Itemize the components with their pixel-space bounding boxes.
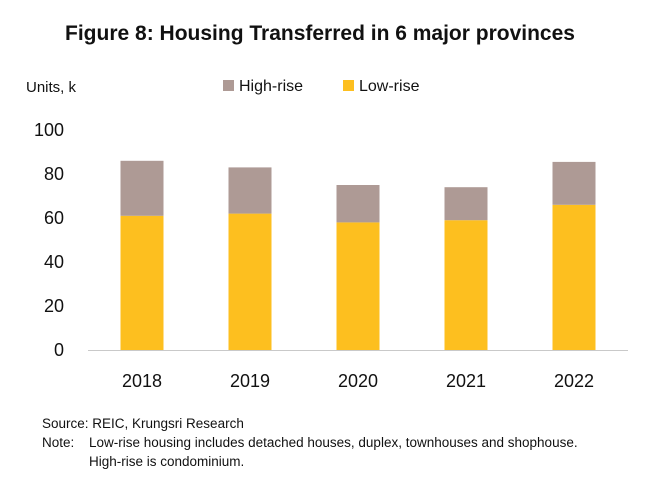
footnotes: Source: REIC, Krungsri Research Note: Lo… xyxy=(42,414,662,471)
bar-low-rise-2020 xyxy=(336,222,380,350)
y-tick-label: 100 xyxy=(34,120,64,140)
bars xyxy=(120,160,596,350)
y-axis-unit-label: Units, k xyxy=(26,79,77,96)
source-note: Source: REIC, Krungsri Research xyxy=(42,416,244,431)
legend-swatch-high-rise xyxy=(223,80,234,91)
bar-low-rise-2021 xyxy=(444,220,488,350)
x-tick-label: 2019 xyxy=(230,371,270,391)
bar-high-rise-2021 xyxy=(444,187,488,221)
bar-high-rise-2018 xyxy=(120,160,164,216)
x-tick-label: 2020 xyxy=(338,371,378,391)
x-tick-label: 2021 xyxy=(446,371,486,391)
legend-swatch-low-rise xyxy=(343,80,354,91)
y-tick-label: 20 xyxy=(44,296,64,316)
legend-label-low-rise: Low-rise xyxy=(359,78,420,95)
legend: High-rise Low-rise xyxy=(223,78,420,95)
x-axis-ticks: 2018 2019 2020 2021 2022 xyxy=(122,371,594,391)
note-prefix: Note: xyxy=(42,435,75,450)
note-line-2: High-rise is condominium. xyxy=(89,454,245,469)
note-line-1: Low-rise housing includes detached house… xyxy=(89,435,578,450)
bar-low-rise-2019 xyxy=(228,213,272,350)
y-tick-label: 80 xyxy=(44,164,64,184)
chart-title: Figure 8: Housing Transferred in 6 major… xyxy=(65,22,575,45)
note-row: Note: Low-rise housing includes detached… xyxy=(42,433,662,452)
y-tick-label: 40 xyxy=(44,252,64,272)
y-tick-label: 60 xyxy=(44,208,64,228)
bar-high-rise-2020 xyxy=(336,185,380,223)
legend-label-high-rise: High-rise xyxy=(239,78,303,95)
x-tick-label: 2018 xyxy=(122,371,162,391)
bar-high-rise-2022 xyxy=(552,161,596,205)
bar-low-rise-2022 xyxy=(552,204,596,350)
note-indent xyxy=(42,452,89,471)
stacked-bar-chart: Figure 8: Housing Transferred in 6 major… xyxy=(26,22,628,391)
y-tick-label: 0 xyxy=(54,340,64,360)
x-tick-label: 2022 xyxy=(554,371,594,391)
bar-low-rise-2018 xyxy=(120,215,164,350)
y-axis-ticks: 0 20 40 60 80 100 xyxy=(34,120,64,360)
note-row-2: High-rise is condominium. xyxy=(42,452,662,471)
bar-high-rise-2019 xyxy=(228,167,272,214)
